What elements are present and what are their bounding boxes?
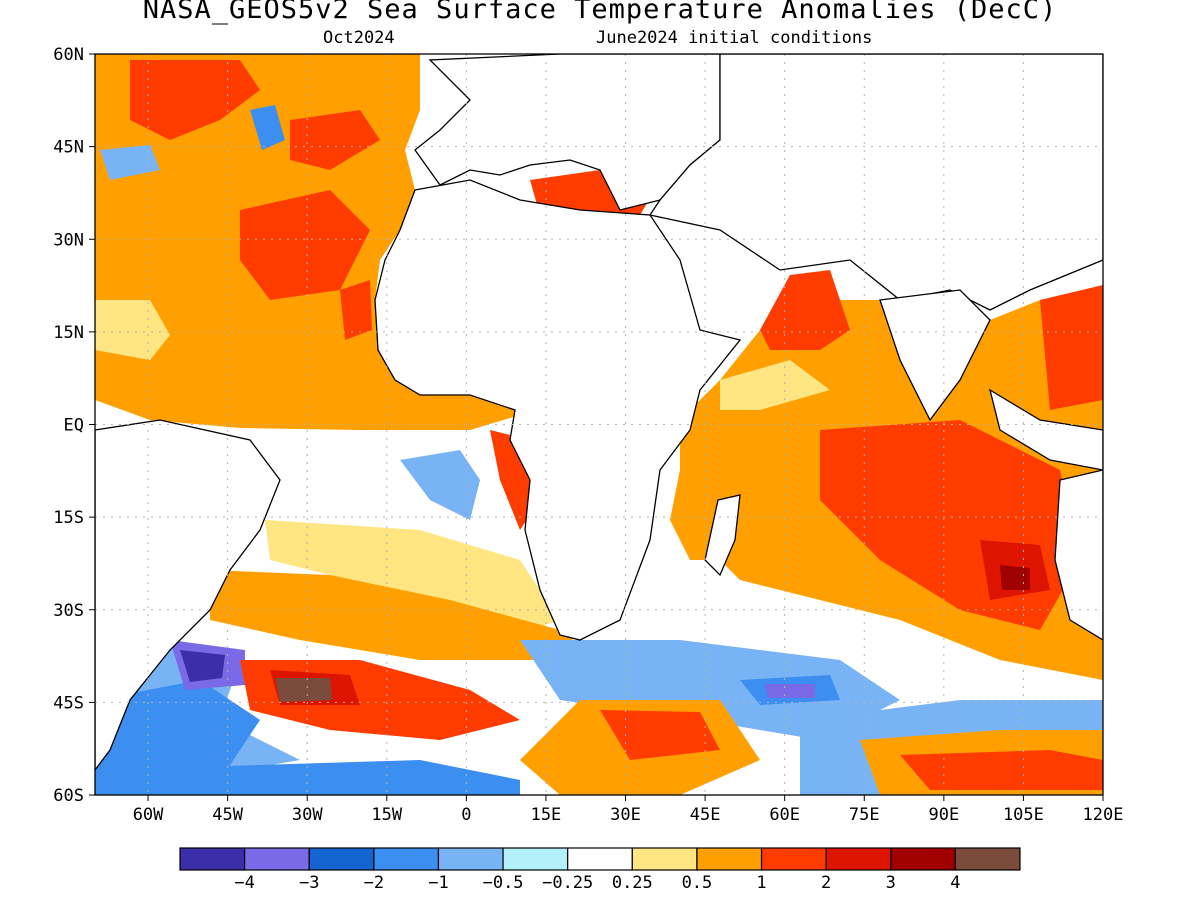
colorbar-label: 1	[756, 873, 766, 893]
so-cool-mid-purple	[765, 684, 815, 698]
lon-tick-label: 30E	[610, 805, 641, 825]
east-atlantic-warm	[290, 110, 380, 170]
colorbar-swatch	[696, 847, 763, 871]
sa-southern-brown	[275, 678, 332, 702]
colorbar-swatch	[567, 847, 633, 871]
so-red-east	[900, 750, 1103, 790]
lon-tick-label: 15E	[531, 805, 562, 825]
arabia-asia-landmass	[648, 54, 1103, 311]
lat-tick-label: 15N	[53, 323, 84, 343]
colorbar-label: 0.5	[682, 873, 713, 893]
colorbar-swatch	[308, 847, 375, 871]
mid-atlantic-warm	[240, 190, 370, 300]
arabian-sea-warm	[760, 270, 850, 350]
lat-tick-label: 30N	[53, 230, 84, 250]
colorbar-label: −3	[299, 873, 319, 893]
lat-tick-label: EQ	[64, 416, 84, 436]
gulf-guinea-cool	[400, 450, 480, 520]
australia-landmass	[1054, 469, 1103, 641]
lon-tick-label: 30W	[292, 805, 323, 825]
lon-tick-label: 45W	[212, 805, 243, 825]
longitude-labels: 60W 45W 30W 15W 0 15E 30E 45E 60E 75E 90E 105E 120E	[133, 795, 1124, 825]
colorbar-swatch	[760, 847, 827, 871]
colorbar-label: −2	[364, 873, 384, 893]
falklands-deepest-cool	[180, 650, 225, 682]
lat-tick-label: 15S	[53, 508, 84, 528]
valid-month-label: Oct2024	[323, 28, 395, 48]
colorbar-swatch	[179, 847, 246, 871]
colorbar: −4 −3 −2 −1 −0.5 −0.25 0.25 0.5 1 2 3 4	[179, 847, 1021, 893]
so-cool-mid	[520, 640, 900, 740]
lon-tick-label: 60E	[769, 805, 800, 825]
colorbar-swatch	[244, 847, 310, 871]
indonesia-landmass	[988, 388, 1103, 471]
colorbar-swatch	[373, 847, 440, 871]
sw-north-atlantic-patch	[95, 300, 170, 360]
colorbar-label: 3	[886, 873, 896, 893]
north-atlantic-cool-spot-2	[100, 145, 160, 180]
colorbar-label: 2	[821, 873, 831, 893]
latitude-labels: 60N 45N 30N 15N EQ 15S 30S 45S 60S	[53, 45, 95, 806]
south-io-darkest	[1000, 565, 1030, 590]
lon-tick-label: 45E	[690, 805, 721, 825]
lon-tick-label: 105E	[1003, 805, 1044, 825]
colorbar-swatch	[437, 847, 504, 871]
colorbar-label: 4	[950, 873, 960, 893]
colorbar-label: −1	[428, 873, 448, 893]
lon-tick-label: 0	[461, 805, 471, 825]
colorbar-label: −0.5	[483, 873, 524, 893]
lon-tick-label: 15W	[371, 805, 402, 825]
lat-tick-label: 60N	[53, 45, 84, 65]
colorbar-label: −0.25	[542, 873, 593, 893]
equatorial-io-yellow	[720, 360, 830, 410]
colorbar-label: 0.25	[612, 873, 653, 893]
lat-tick-label: 60S	[53, 786, 84, 806]
lat-tick-label: 45S	[53, 693, 84, 713]
lon-tick-label: 120E	[1083, 805, 1124, 825]
colorbar-swatch	[954, 847, 1021, 871]
so-cool-south-strip	[95, 760, 520, 795]
india-landmass	[879, 289, 991, 422]
colorbar-swatch	[825, 847, 892, 871]
canary-warm	[340, 280, 372, 340]
scs-warm	[1040, 285, 1103, 410]
south-america-landmass	[95, 419, 281, 772]
lat-tick-label: 45N	[53, 138, 84, 158]
lon-tick-label: 75E	[849, 805, 880, 825]
colorbar-swatch	[890, 847, 956, 871]
lat-lon-grid	[95, 54, 1103, 795]
north-atlantic-cool-spot	[250, 105, 285, 150]
init-conditions-label: June2024 initial conditions	[596, 28, 873, 48]
lon-tick-label: 60W	[133, 805, 164, 825]
colorbar-swatch	[631, 847, 698, 871]
colorbar-label: −4	[234, 873, 254, 893]
lat-tick-label: 30S	[53, 601, 84, 621]
madagascar-landmass	[704, 494, 741, 577]
colorbar-swatch	[502, 847, 569, 871]
lon-tick-label: 90E	[928, 805, 959, 825]
so-red-south-io	[600, 710, 720, 760]
south-atlantic-orange	[210, 570, 600, 660]
chart-title: NASA_GEOS5v2 Sea Surface Temperature Ano…	[142, 0, 1058, 25]
